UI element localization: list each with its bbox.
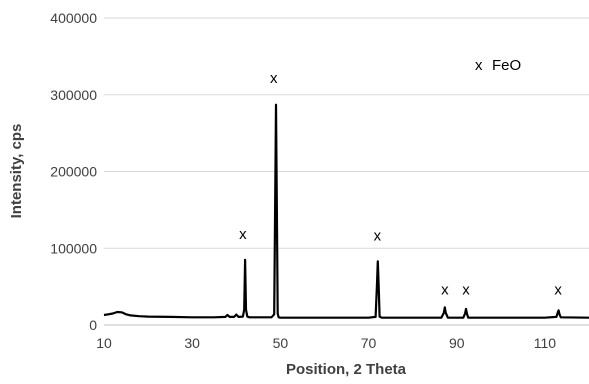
peak-marker-label: x [270, 70, 278, 87]
y-tick-label: 100000 [50, 240, 97, 256]
gridlines [104, 17, 589, 249]
y-tick-label: 0 [89, 317, 97, 333]
legend: x FeO [475, 57, 521, 74]
x-tick-label: 110 [534, 335, 557, 351]
y-tick-label: 300000 [50, 87, 97, 103]
y-axis-title: Intensity, cps [8, 124, 25, 219]
peak-marker-label: x [239, 226, 247, 243]
legend-label: FeO [492, 57, 521, 74]
x-tick-label: 90 [449, 335, 465, 351]
peak-marker-label: x [462, 281, 470, 298]
tick-labels: 0 100000 200000 300000 400000 10 30 50 70 90 110 [50, 10, 556, 351]
x-tick-label: 70 [361, 335, 377, 351]
y-tick-label: 400000 [50, 10, 97, 26]
y-tick-label: 200000 [50, 164, 97, 180]
x-axis-title: Position, 2 Theta [286, 361, 407, 378]
x-tick-label: 50 [273, 335, 289, 351]
peak-marker-label: x [441, 281, 449, 298]
peak-marker-label: x [374, 228, 382, 245]
x-tick-label: 10 [96, 335, 112, 351]
series-line [103, 103, 589, 319]
peak-marker-label: x [554, 281, 562, 298]
x-tick-label: 30 [184, 335, 200, 351]
legend-marker: x [475, 57, 483, 74]
series-layer [103, 103, 589, 319]
